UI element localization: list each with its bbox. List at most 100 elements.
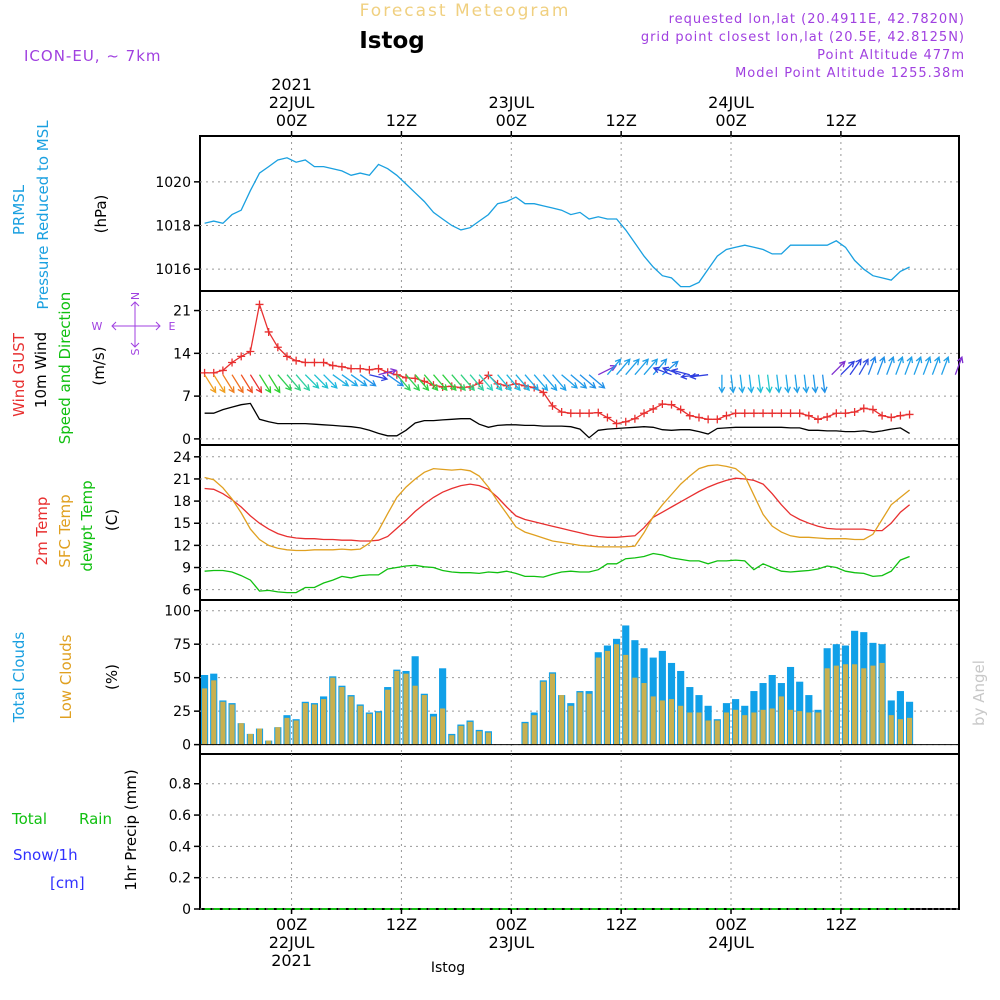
wind-arrow: [588, 374, 606, 389]
wind-arrow: [793, 374, 801, 394]
gust-marker: [264, 327, 273, 336]
low-cloud-bar: [623, 654, 629, 745]
point-altitude: Point Altitude 477m: [817, 48, 965, 63]
low-cloud-bar: [302, 703, 308, 745]
low-cloud-bar: [202, 688, 208, 745]
gust-marker: [694, 413, 703, 422]
low-cloud-bar: [714, 720, 720, 745]
gust-marker: [896, 411, 905, 420]
wind-arrow: [414, 374, 430, 392]
gust-marker: [804, 411, 813, 420]
requested-coords: requested lon,lat (20.4911E, 42.7820N): [669, 12, 965, 27]
gust-marker: [704, 415, 713, 424]
series-2m-temp: [204, 477, 911, 542]
y-tick-label: 14: [173, 346, 191, 362]
compass-s: S: [129, 348, 142, 355]
y-tick-label: 100: [164, 604, 191, 620]
low-cloud-bar: [366, 713, 372, 745]
wind-arrow: [304, 374, 320, 389]
wind-panel-frame: [199, 290, 960, 446]
wind-arrow: [387, 374, 405, 387]
wind-arrow: [433, 374, 448, 392]
gust-marker: [868, 405, 877, 414]
model-label: ICON-EU, ~ 7km: [24, 47, 162, 65]
label-cm: [cm]: [50, 874, 85, 892]
label-percent: (%): [103, 664, 121, 690]
gust-marker: [557, 408, 566, 416]
low-cloud-bar: [687, 712, 693, 745]
wind-arrow: [249, 374, 263, 394]
low-cloud-bar: [412, 685, 418, 745]
low-cloud-bar: [659, 700, 665, 745]
bottom-time-label: 24JUL: [708, 933, 754, 952]
gust-marker: [878, 411, 887, 420]
gust-marker: [621, 417, 630, 426]
wind-arrow: [313, 374, 329, 389]
low-cloud-bar: [440, 708, 446, 745]
low-cloud-bar: [586, 693, 592, 745]
gust-marker: [292, 356, 301, 365]
low-cloud-bar: [906, 717, 913, 745]
low-cloud-bar: [650, 696, 656, 745]
gust-marker: [438, 382, 447, 391]
gust-marker: [740, 409, 749, 418]
wind-arrow: [396, 374, 411, 392]
y-tick-label: 12: [173, 538, 191, 554]
label-c: (C): [103, 509, 121, 531]
wind-arrow: [524, 374, 540, 392]
gust-marker: [759, 409, 768, 418]
low-cloud-bar: [870, 665, 876, 745]
gust-marker: [585, 409, 594, 418]
gust-marker: [823, 412, 832, 421]
low-cloud-bar: [321, 699, 327, 745]
low-cloud-bar: [705, 720, 711, 745]
wind-arrow: [634, 358, 649, 376]
gust-marker: [374, 364, 383, 373]
wind-arrow: [904, 355, 914, 375]
model-altitude: Model Point Altitude 1255.38m: [735, 66, 965, 81]
low-cloud-bar: [311, 704, 318, 745]
watermark: by Angel: [970, 660, 988, 726]
low-cloud-bar: [330, 677, 336, 745]
label-speed-direction: Speed and Direction: [56, 292, 74, 445]
wind-arrow: [886, 355, 895, 375]
compass-rose-arrows: [111, 301, 161, 348]
y-tick-label: 75: [173, 637, 191, 653]
low-cloud-bar: [476, 731, 482, 745]
wind-arrow: [820, 374, 828, 394]
gust-marker: [356, 364, 365, 373]
gust-marker: [603, 413, 612, 422]
wind-arrow: [423, 374, 439, 392]
wind-arrow: [643, 358, 659, 376]
wind-arrow: [616, 358, 631, 376]
wind-arrow: [811, 374, 819, 394]
low-cloud-bar: [604, 650, 610, 745]
low-cloud-bar: [549, 673, 556, 745]
y-tick-label: 7: [182, 389, 191, 405]
y-tick-label: 1018: [155, 219, 191, 235]
wind-arrow: [258, 374, 272, 394]
wind-arrow: [405, 374, 421, 392]
gust-marker: [749, 409, 758, 418]
wind-arrow: [570, 374, 588, 389]
y-tick-label: 21: [173, 472, 191, 488]
y-tick-label: 24: [173, 450, 191, 466]
top-time-label: 00Z: [276, 111, 307, 130]
gust-marker: [777, 409, 786, 418]
low-cloud-bar: [559, 695, 565, 745]
wind-arrow: [895, 355, 904, 375]
wind-arrow: [213, 374, 226, 394]
wind-arrow: [240, 374, 253, 394]
wind-arrow: [831, 360, 846, 376]
low-cloud-bar: [595, 657, 601, 745]
compass-n: N: [129, 292, 142, 300]
wind-arrow: [784, 374, 792, 394]
wind-arrow: [876, 355, 886, 375]
bottom-time-label: 12Z: [605, 915, 636, 934]
low-cloud-bar: [797, 711, 803, 745]
series-sfc-temp: [204, 464, 911, 552]
y-tick-label: 50: [173, 671, 191, 687]
precip-labels: Total Rain Snow/1h [cm] 1hr Precip (mm): [11, 769, 140, 892]
low-cloud-bar: [357, 705, 363, 745]
gust-marker: [466, 382, 475, 391]
